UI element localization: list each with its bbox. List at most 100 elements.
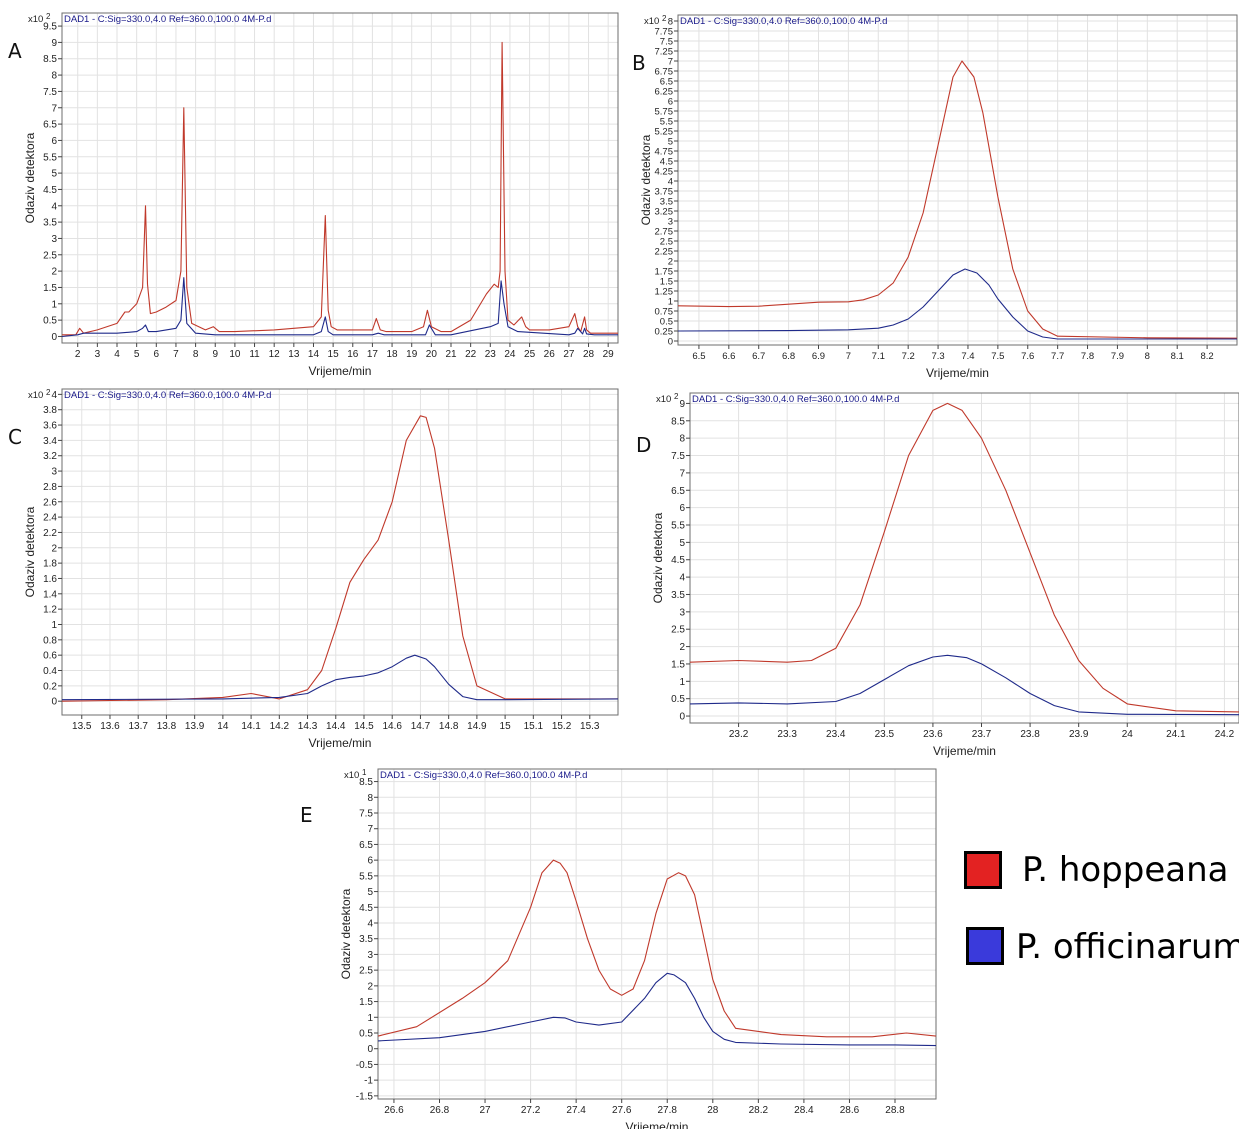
- x-tick-label: 13.5: [72, 721, 92, 732]
- chart-panel-b: 6.5 6.6 6.7 6.8 6.9 7 7.1 7.2 7.3 7.4 7.5 7.6 7.7 7.8…: [632, 14, 1238, 380]
- y-tick-label: 6: [668, 97, 673, 108]
- y-tick-label: 2: [51, 543, 57, 554]
- x-tick-label: 18: [387, 349, 399, 360]
- x-tick-label: 8: [1145, 351, 1150, 362]
- y-tick-label: 4: [51, 390, 57, 401]
- x-tick-label: 14: [308, 349, 320, 360]
- y-tick-label: 9: [51, 38, 57, 49]
- y-tick-label: 0: [51, 697, 57, 708]
- y-tick-label: 8: [51, 71, 57, 82]
- x-tick-label: 23.7: [972, 729, 992, 740]
- x-tick-label: 14: [217, 721, 229, 732]
- x-tick-label: 23: [485, 349, 497, 360]
- y-tick-label: 5.5: [660, 117, 673, 128]
- y-axis-label: Odaziv detektora: [651, 512, 665, 603]
- y-tick-label: 2: [668, 257, 673, 268]
- x-axis-label: Vrijeme/min: [626, 1120, 689, 1129]
- x-tick-label: 22: [465, 349, 477, 360]
- x-tick-label: 7.9: [1111, 351, 1124, 362]
- y-tick-label: 4.5: [359, 903, 373, 914]
- y-tick-label: 8: [679, 434, 685, 445]
- y-tick-label: 1: [51, 620, 57, 631]
- x-tick-label: 27.6: [612, 1105, 632, 1116]
- x-tick-label: 23.5: [875, 729, 895, 740]
- x-tick-label: 7.7: [1051, 351, 1064, 362]
- y-tick-label: 1.6: [43, 574, 57, 585]
- series-line-hoppeana: [62, 41, 618, 336]
- y-tick-label: 2.5: [359, 966, 373, 977]
- y-tick-label: 0.2: [43, 681, 57, 692]
- x-tick-label: 16: [347, 349, 359, 360]
- x-tick-label: 24.2: [1215, 729, 1235, 740]
- y-tick-label: 2.5: [43, 250, 57, 261]
- series-line-hoppeana: [378, 859, 936, 1038]
- panel-letter: A: [8, 39, 22, 63]
- x-tick-label: 21: [445, 349, 457, 360]
- x-tick-label: 19: [406, 349, 418, 360]
- y-tick-label: 4: [51, 201, 57, 212]
- panel-letter: E: [300, 803, 313, 827]
- y-tick-label: 5: [367, 887, 373, 898]
- y-tick-label: 2: [51, 267, 57, 278]
- y-tick-label: 3.2: [43, 451, 57, 462]
- x-tick-label: 28.8: [885, 1105, 905, 1116]
- y-tick-label: 2.75: [655, 227, 674, 238]
- y-tick-label: 6: [51, 136, 57, 147]
- y-tick-label: -0.5: [356, 1060, 374, 1071]
- y-tick-label: 4.75: [655, 147, 674, 158]
- x-tick-label: 28.4: [794, 1105, 814, 1116]
- panel-letter: B: [632, 51, 646, 75]
- y-scale-factor: x10 2: [28, 388, 51, 401]
- y-tick-label: 3: [668, 217, 673, 228]
- y-tick-label: 4: [367, 919, 373, 930]
- x-tick-label: 13: [288, 349, 300, 360]
- y-tick-label: 6.5: [43, 120, 57, 131]
- y-tick-label: 1.25: [655, 287, 674, 298]
- y-tick-label: 2.5: [671, 625, 685, 636]
- x-tick-label: 15.2: [552, 721, 572, 732]
- y-tick-label: 5.25: [655, 127, 674, 138]
- x-tick-label: 7: [846, 351, 851, 362]
- legend-swatch-officinarum: [966, 927, 1004, 965]
- x-tick-label: 8.1: [1171, 351, 1184, 362]
- x-tick-label: 8: [193, 349, 199, 360]
- panel-letter: C: [8, 425, 22, 449]
- plot-frame: [61, 12, 619, 344]
- y-tick-label: 2: [367, 981, 373, 992]
- y-tick-label: 6: [679, 503, 685, 514]
- x-axis-label: Vrijeme/min: [926, 366, 989, 380]
- y-tick-label: 1.4: [43, 589, 57, 600]
- y-tick-label: 6.5: [359, 840, 373, 851]
- y-tick-label: 4.5: [43, 185, 57, 196]
- y-tick-label: 5: [668, 137, 673, 148]
- x-tick-label: 28: [707, 1105, 719, 1116]
- chart-panel-e: 26.6 26.8 27 27.2 27.4 27.6 27.8 28 28.2 28.4 28.6…: [300, 768, 937, 1129]
- x-tick-label: 11: [249, 349, 260, 360]
- x-tick-label: 15.1: [524, 721, 544, 732]
- x-tick-label: 13.7: [128, 721, 148, 732]
- series-line-officinarum: [678, 268, 1237, 340]
- series-line-officinarum: [378, 972, 936, 1047]
- chart-panel-a: 2 3 4 5 6 7 8 9 10 11 12 13 14 15 16 17 18 19 20 21 22 23 24 25…: [8, 12, 619, 378]
- y-tick-label: 2.6: [43, 497, 57, 508]
- y-tick-label: 2.4: [43, 513, 57, 524]
- x-tick-label: 12: [269, 349, 281, 360]
- y-tick-label: 0.8: [43, 635, 57, 646]
- x-tick-label: 25: [524, 349, 536, 360]
- series-line-officinarum: [690, 654, 1239, 716]
- y-axis-label: Odaziv detektora: [23, 132, 37, 223]
- chart-header: DAD1 - C:Sig=330.0,4.0 Ref=360.0,100.0 4…: [64, 390, 271, 401]
- x-tick-label: 15: [328, 349, 340, 360]
- y-tick-label: 2.2: [43, 528, 57, 539]
- y-tick-label: 0: [668, 337, 673, 348]
- y-tick-label: 3.5: [660, 197, 673, 208]
- plot-frame: [677, 14, 1238, 346]
- y-tick-label: 1.8: [43, 559, 57, 570]
- x-tick-label: 6.6: [722, 351, 735, 362]
- y-tick-label: 5.5: [43, 152, 57, 163]
- x-tick-label: 7.1: [872, 351, 885, 362]
- y-tick-label: 3.5: [43, 218, 57, 229]
- y-scale-factor: x10 2: [28, 12, 51, 25]
- y-tick-label: 3: [367, 950, 373, 961]
